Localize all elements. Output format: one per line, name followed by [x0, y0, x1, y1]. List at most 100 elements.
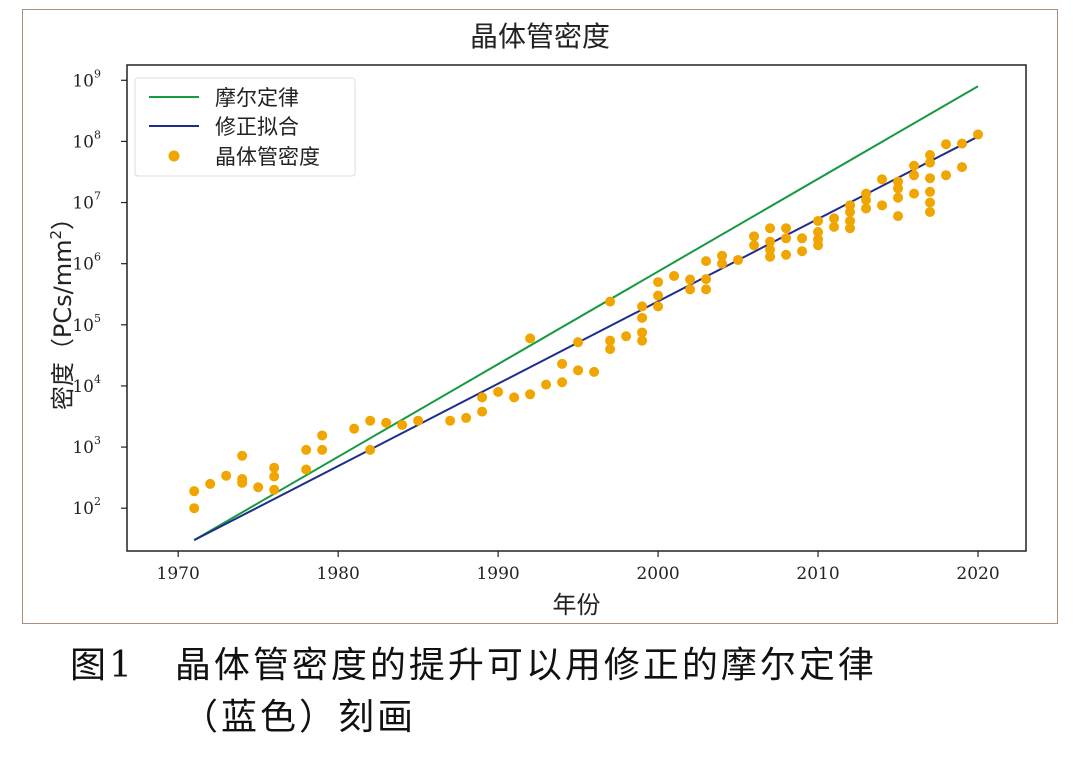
legend-density-marker	[168, 150, 180, 162]
density-point	[749, 240, 760, 251]
density-point	[637, 301, 648, 312]
density-point	[493, 386, 504, 397]
density-point	[893, 192, 904, 203]
density-point	[637, 335, 648, 346]
density-point	[669, 270, 680, 281]
density-point	[797, 246, 808, 257]
density-point	[573, 337, 584, 348]
density-point	[381, 417, 392, 428]
density-point	[845, 200, 856, 211]
density-point	[781, 233, 792, 244]
density-point	[541, 379, 552, 390]
density-point	[861, 203, 872, 214]
density-point	[765, 223, 776, 234]
density-point	[189, 503, 200, 514]
moore-line	[193, 85, 979, 542]
density-point	[877, 174, 888, 185]
x-tick-label: 1980	[317, 564, 360, 584]
density-point	[925, 149, 936, 160]
density-point	[925, 186, 936, 197]
density-point	[973, 129, 984, 140]
density-point	[477, 406, 488, 417]
density-point	[685, 284, 696, 295]
density-point	[845, 223, 856, 234]
density-point	[941, 139, 952, 150]
x-tick-label: 2000	[636, 564, 679, 584]
density-point	[893, 183, 904, 194]
legend-fit-label: 修正拟合	[215, 115, 299, 139]
density-point	[893, 211, 904, 222]
density-point	[237, 477, 248, 488]
density-point	[269, 471, 280, 482]
y-tick-label: 103	[72, 434, 101, 458]
density-point	[605, 344, 616, 355]
density-point	[813, 234, 824, 245]
density-point	[301, 464, 312, 475]
x-tick-label: 1970	[157, 564, 200, 584]
density-point	[269, 484, 280, 495]
data-marks	[189, 85, 984, 542]
y-tick-exponent: 9	[94, 67, 101, 80]
legend-moore-label: 摩尔定律	[215, 86, 299, 110]
y-tick-label: 109	[72, 67, 101, 91]
density-point	[957, 162, 968, 173]
density-point	[829, 213, 840, 224]
density-point	[189, 486, 200, 497]
density-point	[893, 176, 904, 187]
density-point	[701, 274, 712, 285]
density-point	[413, 415, 424, 426]
caption-line-1: 晶体管密度的提升可以用修正的摩尔定律	[174, 645, 877, 686]
density-point	[445, 415, 456, 426]
density-point	[637, 327, 648, 338]
density-point	[685, 274, 696, 285]
density-point	[957, 138, 968, 149]
density-point	[365, 415, 376, 426]
density-point	[845, 215, 856, 226]
caption-line-2: （蓝色）刻画	[182, 697, 417, 738]
density-point	[797, 233, 808, 244]
density-point	[861, 188, 872, 199]
density-point	[925, 157, 936, 168]
density-point	[269, 462, 280, 473]
density-point	[605, 296, 616, 307]
transistor-density-chart: 晶体管密度 1970 1980 1990 2000 2010 20201021031041…	[47, 20, 1027, 619]
density-point	[781, 223, 792, 234]
y-axis-label-sup: 2	[47, 230, 65, 240]
density-point	[813, 215, 824, 226]
y-tick-exponent: 6	[94, 251, 101, 264]
density-point	[573, 365, 584, 376]
density-point	[557, 358, 568, 369]
density-point	[765, 244, 776, 255]
density-point	[301, 444, 312, 455]
density-point	[589, 366, 600, 377]
density-point	[765, 236, 776, 247]
density-point	[717, 258, 728, 269]
y-axis-label: 密度（PCs/mm2）	[47, 206, 77, 410]
x-axis-label: 年份	[553, 591, 601, 619]
y-tick-exponent: 3	[94, 434, 101, 447]
legend: 摩尔定律 修正拟合 晶体管密度	[134, 77, 356, 177]
x-tick-label: 1990	[476, 564, 519, 584]
plot-area	[126, 64, 1027, 552]
density-point	[909, 160, 920, 171]
density-point	[509, 392, 520, 403]
density-point	[477, 392, 488, 403]
density-point	[525, 389, 536, 400]
density-point	[621, 331, 632, 342]
density-point	[909, 170, 920, 181]
figure-frame: 晶体管密度 1970 1980 1990 2000 2010 2020 102 103 104 1…	[22, 9, 1058, 624]
fit-line	[193, 135, 979, 542]
y-axis-label-close: ）	[49, 206, 77, 230]
density-point	[365, 444, 376, 455]
density-point	[653, 301, 664, 312]
density-point	[461, 412, 472, 423]
y-tick-exponent: 7	[94, 190, 101, 203]
density-point	[397, 419, 408, 430]
density-point	[701, 256, 712, 267]
density-point	[829, 221, 840, 232]
density-point	[205, 478, 216, 489]
axes: 1970 1980 1990 2000 2010 20201021031041051061…	[72, 67, 999, 584]
density-point	[765, 251, 776, 262]
density-point	[909, 188, 920, 199]
figure-caption: 图1 晶体管密度的提升可以用修正的摩尔定律 （蓝色）刻画	[70, 640, 1060, 744]
